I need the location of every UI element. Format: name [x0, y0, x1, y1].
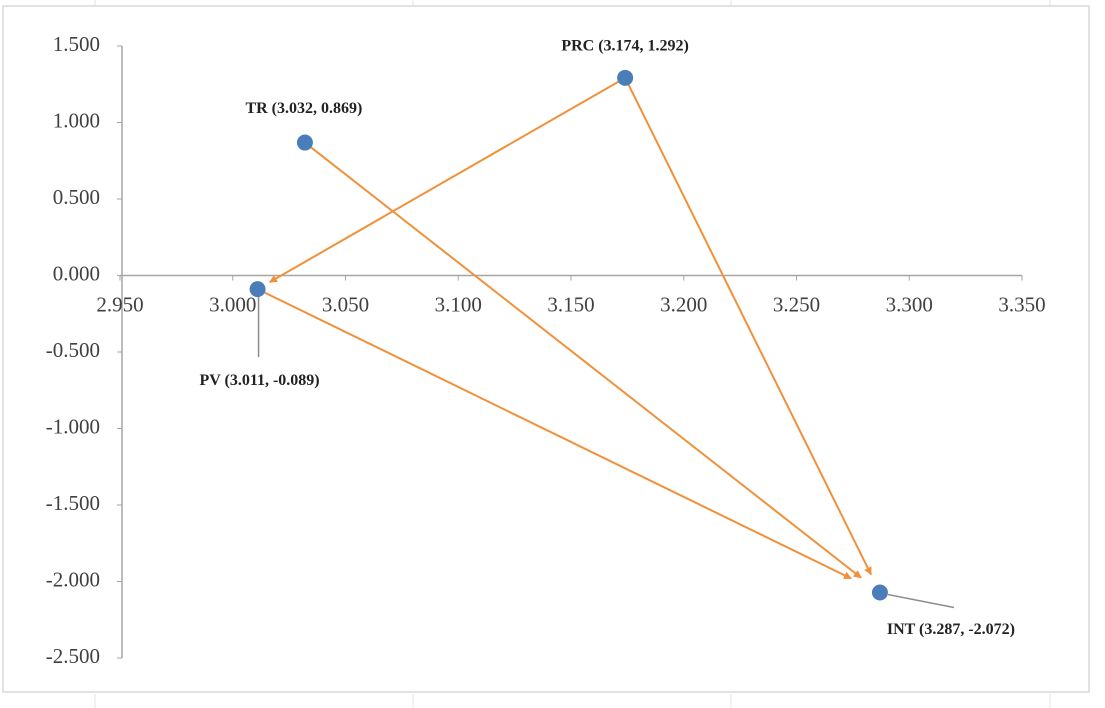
- point: [296, 134, 313, 151]
- point-label: PV (3.011, -0.089): [199, 372, 319, 389]
- x-tick-label: 3.350: [998, 292, 1045, 316]
- y-tick-label: 1.000: [53, 108, 100, 132]
- y-tick-label: 1.500: [53, 32, 100, 56]
- chart-frame: [2, 5, 1090, 693]
- point-label: INT (3.287, -2.072): [887, 621, 1015, 638]
- y-tick-label: -2.000: [46, 567, 100, 591]
- x-tick-label: 3.300: [886, 292, 933, 316]
- x-tick-label: 2.950: [96, 292, 143, 316]
- y-tick-label: -1.000: [46, 414, 100, 438]
- arrow: [624, 77, 872, 576]
- x-tick-label: 3.250: [773, 292, 820, 316]
- point: [249, 281, 266, 298]
- leader-line: [887, 593, 955, 609]
- x-tick-label: 3.050: [322, 292, 369, 316]
- point-label: TR (3.032, 0.869): [245, 100, 362, 117]
- arrow: [304, 141, 862, 579]
- y-tick-label: 0.000: [53, 261, 100, 285]
- sheet-grid: [94, 0, 1051, 708]
- y-tick-label: -2.500: [46, 644, 100, 668]
- point-label: PRC (3.174, 1.292): [561, 37, 689, 54]
- y-tick-label: -0.500: [46, 338, 100, 362]
- x-tick-label: 3.000: [209, 292, 256, 316]
- x-tick-label: 3.150: [547, 292, 594, 316]
- arrow: [257, 288, 852, 580]
- x-tick-label: 3.200: [660, 292, 707, 316]
- point: [871, 584, 888, 601]
- arrow: [268, 76, 626, 284]
- point: [617, 69, 634, 86]
- x-tick-label: 3.100: [435, 292, 482, 316]
- y-tick-label: 0.500: [53, 185, 100, 209]
- y-tick-label: -1.500: [46, 491, 100, 515]
